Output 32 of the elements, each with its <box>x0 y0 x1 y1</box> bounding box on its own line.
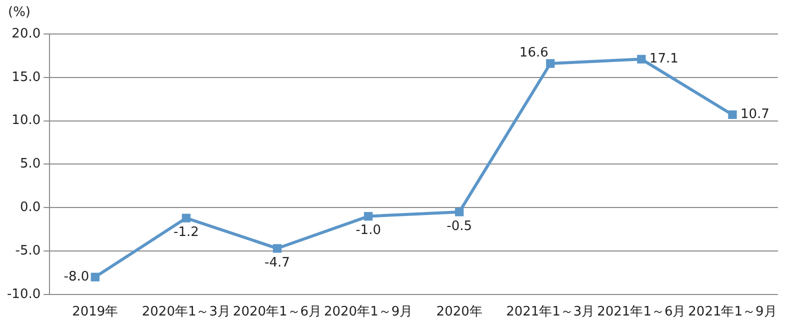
data-label: -1.2 <box>174 224 199 240</box>
y-tick-label: 20.0 <box>12 26 41 42</box>
data-label: 17.1 <box>649 52 678 67</box>
x-tick-label: 2020年 <box>436 304 482 320</box>
point <box>728 110 737 120</box>
x-tick-label: 2020年1～3月 <box>142 304 231 320</box>
y-tick-label: -10.0 <box>6 286 41 302</box>
point <box>455 208 464 216</box>
y-tick-label: 0.0 <box>20 200 41 215</box>
y-tick-label: 5.0 <box>20 156 41 172</box>
data-label: -4.7 <box>264 255 290 270</box>
data-label: -0.5 <box>446 218 472 234</box>
x-tick-label: 2021年1～3月 <box>506 304 595 320</box>
data-label: -1.0 <box>356 223 381 238</box>
point <box>272 244 282 253</box>
y-axis-title: (%) <box>8 4 30 20</box>
x-tick-label: 2020年1～9月 <box>324 304 413 320</box>
data-label: -8.0 <box>64 269 90 284</box>
x-tick-label: 2021年1～6月 <box>597 304 686 320</box>
point <box>90 272 100 282</box>
data-label: 10.7 <box>740 107 770 122</box>
y-tick-label: 15.0 <box>12 70 41 85</box>
y-tick-label: 10.0 <box>12 113 41 128</box>
x-tick-label: 2020年1～6月 <box>232 304 322 320</box>
x-tick-label: 2019年 <box>72 304 118 320</box>
point <box>182 214 191 222</box>
point <box>364 212 373 221</box>
y-tick-label: -5.0 <box>15 243 41 258</box>
x-tick-label: 2021年1～9月 <box>688 304 777 320</box>
data-label: 16.6 <box>519 45 548 60</box>
point <box>546 59 555 68</box>
point <box>637 54 646 64</box>
